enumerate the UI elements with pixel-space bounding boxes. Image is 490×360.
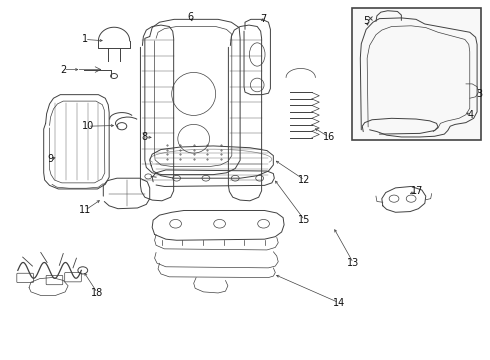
Text: 5: 5 <box>363 17 369 27</box>
Text: 4: 4 <box>467 111 474 121</box>
Text: 2: 2 <box>60 64 66 75</box>
Text: 18: 18 <box>91 288 103 298</box>
Text: 17: 17 <box>411 186 423 196</box>
Text: 1: 1 <box>82 35 88 44</box>
Text: 3: 3 <box>476 89 483 99</box>
Text: 10: 10 <box>81 121 94 131</box>
Text: 14: 14 <box>333 298 345 308</box>
Text: 12: 12 <box>298 175 311 185</box>
Bar <box>352 8 481 140</box>
Text: 15: 15 <box>298 215 311 225</box>
Text: 6: 6 <box>187 12 194 22</box>
Text: 8: 8 <box>142 132 148 142</box>
Text: 13: 13 <box>347 258 360 268</box>
Text: 7: 7 <box>261 14 267 24</box>
Text: 11: 11 <box>78 206 91 216</box>
Text: 9: 9 <box>48 154 53 164</box>
Text: 16: 16 <box>323 132 335 142</box>
